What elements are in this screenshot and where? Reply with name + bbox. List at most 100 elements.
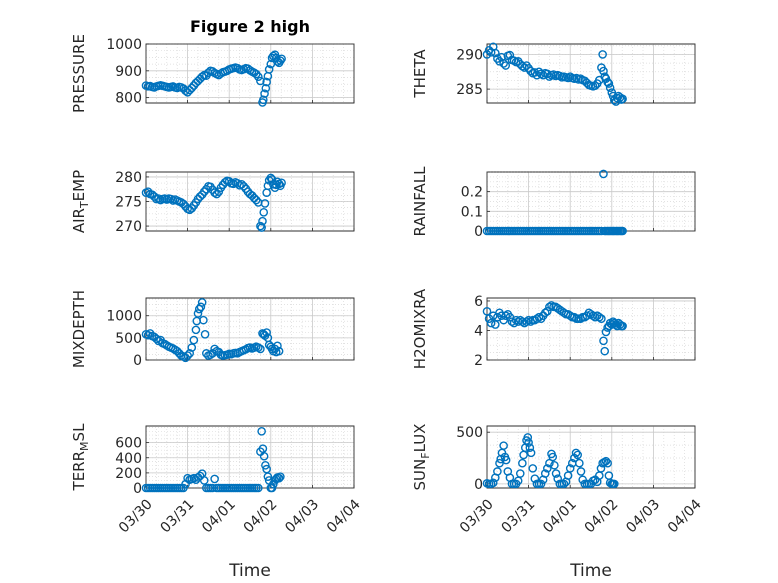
data-point — [518, 458, 527, 468]
axes-border — [486, 43, 696, 104]
data-point — [525, 443, 535, 453]
data-point — [501, 311, 511, 321]
y-tick-label: 800 — [115, 91, 142, 107]
y-tick-label: 600 — [115, 436, 142, 452]
data-point — [540, 308, 550, 318]
data-point — [259, 95, 268, 105]
data-point — [576, 467, 586, 476]
axes-border — [486, 297, 696, 361]
y-axis-label: RAINFALL — [411, 166, 429, 237]
data-point — [274, 473, 284, 483]
data-point — [543, 306, 552, 316]
data-point — [505, 50, 515, 60]
data-point — [277, 54, 286, 64]
data-point — [208, 349, 217, 358]
data-point — [258, 216, 267, 226]
data-point — [257, 426, 266, 436]
subplot-theta: 285 290 THETA — [411, 42, 696, 106]
data-point — [245, 65, 255, 75]
data-point — [609, 479, 619, 489]
x-axis-label: Time — [569, 561, 612, 581]
data-point — [549, 70, 558, 79]
data-point — [229, 179, 238, 189]
data-point — [598, 50, 607, 59]
y-tick-label: 4 — [474, 323, 483, 339]
y-tick-label: 0 — [474, 224, 483, 240]
y-tick-label: 1000 — [106, 37, 142, 53]
y-tick-label: 0.1 — [461, 204, 483, 220]
data-point — [195, 192, 205, 201]
y-tick-label: 280 — [115, 170, 142, 186]
y-axis-label: SUNFLUX — [411, 424, 432, 491]
data-point — [256, 344, 265, 354]
data-point — [267, 175, 277, 184]
data-point — [197, 298, 207, 307]
x-tick-label: 04/04 — [665, 496, 705, 536]
x-tick-label: 03/31 — [499, 496, 539, 536]
data-point — [154, 194, 163, 203]
data-point — [262, 77, 271, 87]
data-point — [524, 315, 533, 325]
data-point — [597, 314, 606, 323]
data-point — [212, 189, 222, 199]
data-point — [507, 317, 517, 326]
data-point — [259, 451, 269, 461]
data-point — [274, 346, 284, 356]
data-point — [482, 306, 492, 316]
data-point — [534, 312, 544, 322]
axes-border — [145, 297, 355, 361]
data-point — [530, 474, 540, 484]
y-tick-label: 2 — [474, 353, 483, 369]
data-point — [545, 302, 554, 312]
data-point — [179, 199, 188, 209]
y-tick-label: 290 — [456, 47, 483, 63]
data-point — [260, 89, 269, 98]
y-tick-label: 0 — [133, 353, 142, 369]
data-point — [496, 454, 506, 464]
data-point — [536, 479, 546, 489]
y-tick-label: 275 — [115, 195, 142, 211]
data-point — [267, 483, 277, 493]
data-point — [499, 59, 508, 68]
axes-border — [145, 43, 355, 104]
data-point — [605, 83, 615, 93]
x-tick-label: 04/01 — [540, 496, 580, 536]
data-point — [199, 315, 208, 325]
x-tick-label: 04/01 — [199, 496, 239, 536]
data-point — [493, 467, 502, 476]
data-point — [261, 461, 270, 470]
data-point — [199, 476, 209, 485]
data-point — [524, 438, 533, 447]
x-tick-label: 03/30 — [457, 496, 497, 536]
data-point — [183, 351, 192, 360]
subplot-pressure: 800 900 1000 PRESSURE Figure 2 high — [70, 17, 355, 113]
data-point — [273, 341, 282, 351]
data-point — [520, 63, 529, 72]
y-tick-label: 400 — [115, 451, 142, 467]
data-point — [495, 458, 504, 468]
x-tick-label: 04/02 — [582, 496, 622, 536]
data-point — [263, 472, 273, 481]
data-point — [189, 335, 199, 345]
data-point — [210, 474, 219, 484]
data-point — [257, 223, 266, 232]
data-point — [501, 61, 511, 70]
data-point — [152, 334, 161, 344]
data-point — [595, 312, 604, 322]
subplot-airtemp: 270 275 280 AIRTEMP — [70, 170, 355, 235]
data-point — [599, 336, 608, 346]
data-point — [276, 56, 285, 65]
y-tick-label: 270 — [115, 219, 142, 235]
data-point — [509, 56, 519, 65]
data-point — [482, 50, 492, 59]
data-point — [260, 199, 270, 208]
data-point — [197, 72, 207, 82]
data-point — [523, 433, 533, 442]
data-point — [277, 178, 286, 188]
data-point — [526, 66, 535, 76]
data-point — [555, 71, 565, 81]
data-point — [261, 83, 271, 93]
y-tick-label: 285 — [456, 82, 483, 98]
data-point — [224, 177, 234, 186]
